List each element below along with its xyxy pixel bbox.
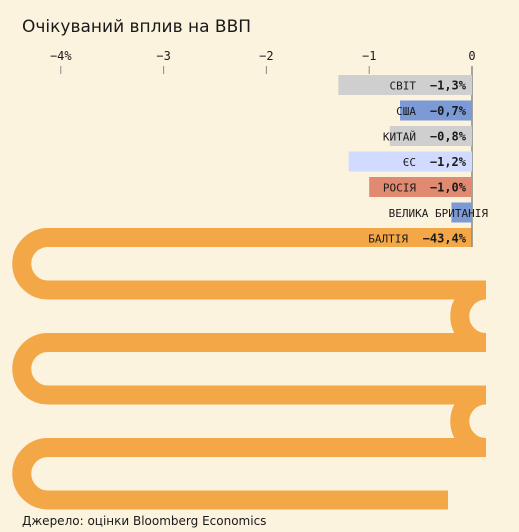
chart-title: Очікуваний вплив на ВВП bbox=[22, 17, 251, 37]
bar-value-label: −1,0% bbox=[430, 181, 467, 195]
x-tick-label: −1 bbox=[362, 49, 376, 63]
outlier-bar-group: −43,4% БАЛТІЯ bbox=[12, 228, 487, 510]
source-note: Джерело: оцінки Bloomberg Economics bbox=[22, 514, 266, 528]
bar bbox=[348, 151, 472, 172]
bar bbox=[389, 126, 472, 146]
bar-category-label: ВЕЛИКА БРИТАНІЯ bbox=[389, 207, 489, 220]
bar bbox=[338, 75, 472, 95]
bar bbox=[369, 177, 472, 197]
x-tick-label: −2 bbox=[259, 49, 273, 63]
bar-value-label: −1,2% bbox=[430, 155, 467, 169]
bar-value-label: −1,3% bbox=[430, 79, 467, 93]
outlier-value-label: −43,4% bbox=[423, 232, 467, 246]
outlier-category-label: БАЛТІЯ bbox=[368, 233, 408, 246]
bar-value-label: −0,7% bbox=[430, 104, 467, 118]
x-tick-label: 0 bbox=[468, 49, 475, 63]
bar bbox=[451, 202, 472, 223]
x-tick-label: −3 bbox=[156, 49, 170, 63]
bar-category-label: РОСІЯ bbox=[383, 182, 416, 195]
bar-value-label: −0,8% bbox=[430, 130, 467, 144]
bars: −1,3% СВІТ −0,7% США −0,8% КИТАЙ −1,2% ЄС −1,0% Р… bbox=[338, 75, 488, 223]
bar-category-label: ЄС bbox=[403, 156, 416, 169]
outlier-bar bbox=[12, 228, 487, 510]
bar-category-label: КИТАЙ bbox=[383, 131, 416, 144]
bar-category-label: СВІТ bbox=[390, 80, 417, 93]
bar-category-label: США bbox=[396, 105, 416, 118]
x-tick-label: −4% bbox=[50, 49, 72, 63]
bar bbox=[400, 100, 472, 121]
x-axis-ticks: −4% −3 −2 −1 0 bbox=[50, 49, 476, 74]
